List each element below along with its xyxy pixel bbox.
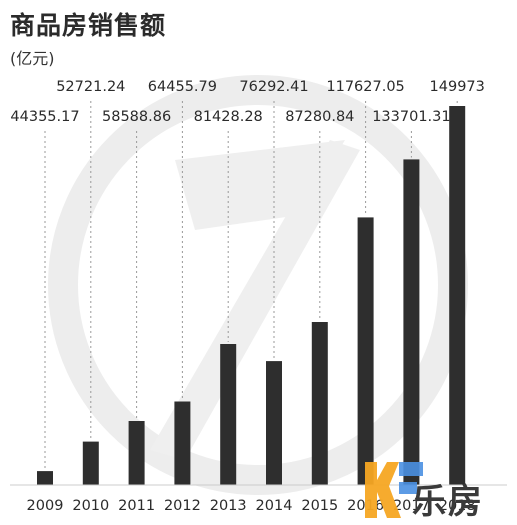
bar-2018 bbox=[449, 106, 466, 485]
value-label-2014: 76292.41 bbox=[239, 79, 308, 95]
bar-2016 bbox=[357, 217, 374, 485]
bars bbox=[37, 106, 466, 485]
guide-lines bbox=[44, 101, 458, 470]
x-tick-label-2014: 2014 bbox=[256, 498, 293, 514]
bar-2014 bbox=[266, 361, 282, 485]
logo-mark-icon bbox=[365, 462, 423, 518]
watermark-wedge bbox=[175, 140, 345, 230]
chart-title: 商品房销售额 bbox=[10, 11, 167, 40]
x-tick-label-2015: 2015 bbox=[301, 498, 338, 514]
brand-logo bbox=[363, 458, 513, 520]
value-label-2018: 149973 bbox=[430, 79, 485, 95]
x-tick-label-2017: 2017 bbox=[393, 498, 430, 514]
value-label-2009: 44355.17 bbox=[10, 109, 79, 125]
bar-2015 bbox=[311, 322, 328, 485]
value-label-2011: 58588.86 bbox=[102, 109, 171, 125]
value-label-2016: 117627.05 bbox=[326, 79, 404, 95]
x-tick-label-2010: 2010 bbox=[72, 498, 109, 514]
value-labels: 44355.17 52721.24 58588.86 64455.79 81428.28… bbox=[10, 79, 484, 125]
x-tick-label-2009: 2009 bbox=[27, 498, 64, 514]
value-label-2010: 52721.24 bbox=[56, 79, 125, 95]
value-label-2012: 64455.79 bbox=[148, 79, 217, 95]
value-label-2017: 133701.31 bbox=[372, 109, 450, 125]
bar-2009 bbox=[37, 471, 53, 485]
value-label-2013: 81428.28 bbox=[194, 109, 263, 125]
bar-2011 bbox=[128, 421, 145, 485]
x-tick-label-2013: 2013 bbox=[210, 498, 247, 514]
bar-2017 bbox=[403, 159, 420, 485]
bar-2013 bbox=[220, 344, 237, 485]
x-tick-label-2018: 2018 bbox=[439, 498, 476, 514]
x-tick-labels: 2009201020112012201320142015201620172018 bbox=[27, 498, 476, 514]
watermark-slash bbox=[150, 140, 360, 460]
logo-text: 乐房 bbox=[412, 482, 484, 522]
bar-2012 bbox=[174, 401, 191, 485]
watermark bbox=[48, 75, 468, 495]
x-tick-label-2012: 2012 bbox=[164, 498, 201, 514]
value-label-2015: 87280.84 bbox=[285, 109, 354, 125]
x-tick-label-2011: 2011 bbox=[118, 498, 155, 514]
chart-subtitle: (亿元) bbox=[10, 49, 55, 68]
bar-2010 bbox=[82, 441, 99, 485]
